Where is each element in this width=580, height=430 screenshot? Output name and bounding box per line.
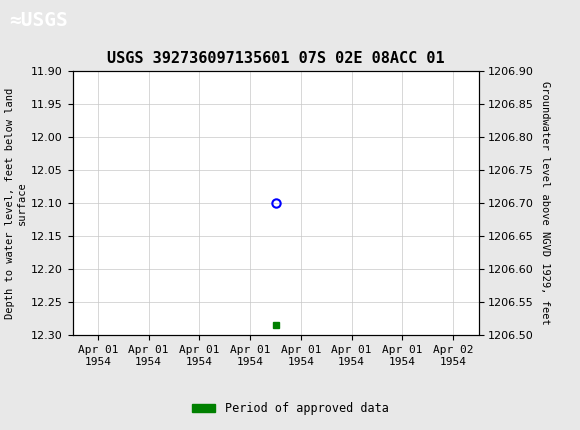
Legend: Period of approved data: Period of approved data [187, 397, 393, 420]
Y-axis label: Depth to water level, feet below land
surface: Depth to water level, feet below land su… [5, 88, 27, 319]
Text: ≈USGS: ≈USGS [9, 11, 67, 30]
Y-axis label: Groundwater level above NGVD 1929, feet: Groundwater level above NGVD 1929, feet [539, 81, 550, 325]
Title: USGS 392736097135601 07S 02E 08ACC 01: USGS 392736097135601 07S 02E 08ACC 01 [107, 51, 444, 66]
